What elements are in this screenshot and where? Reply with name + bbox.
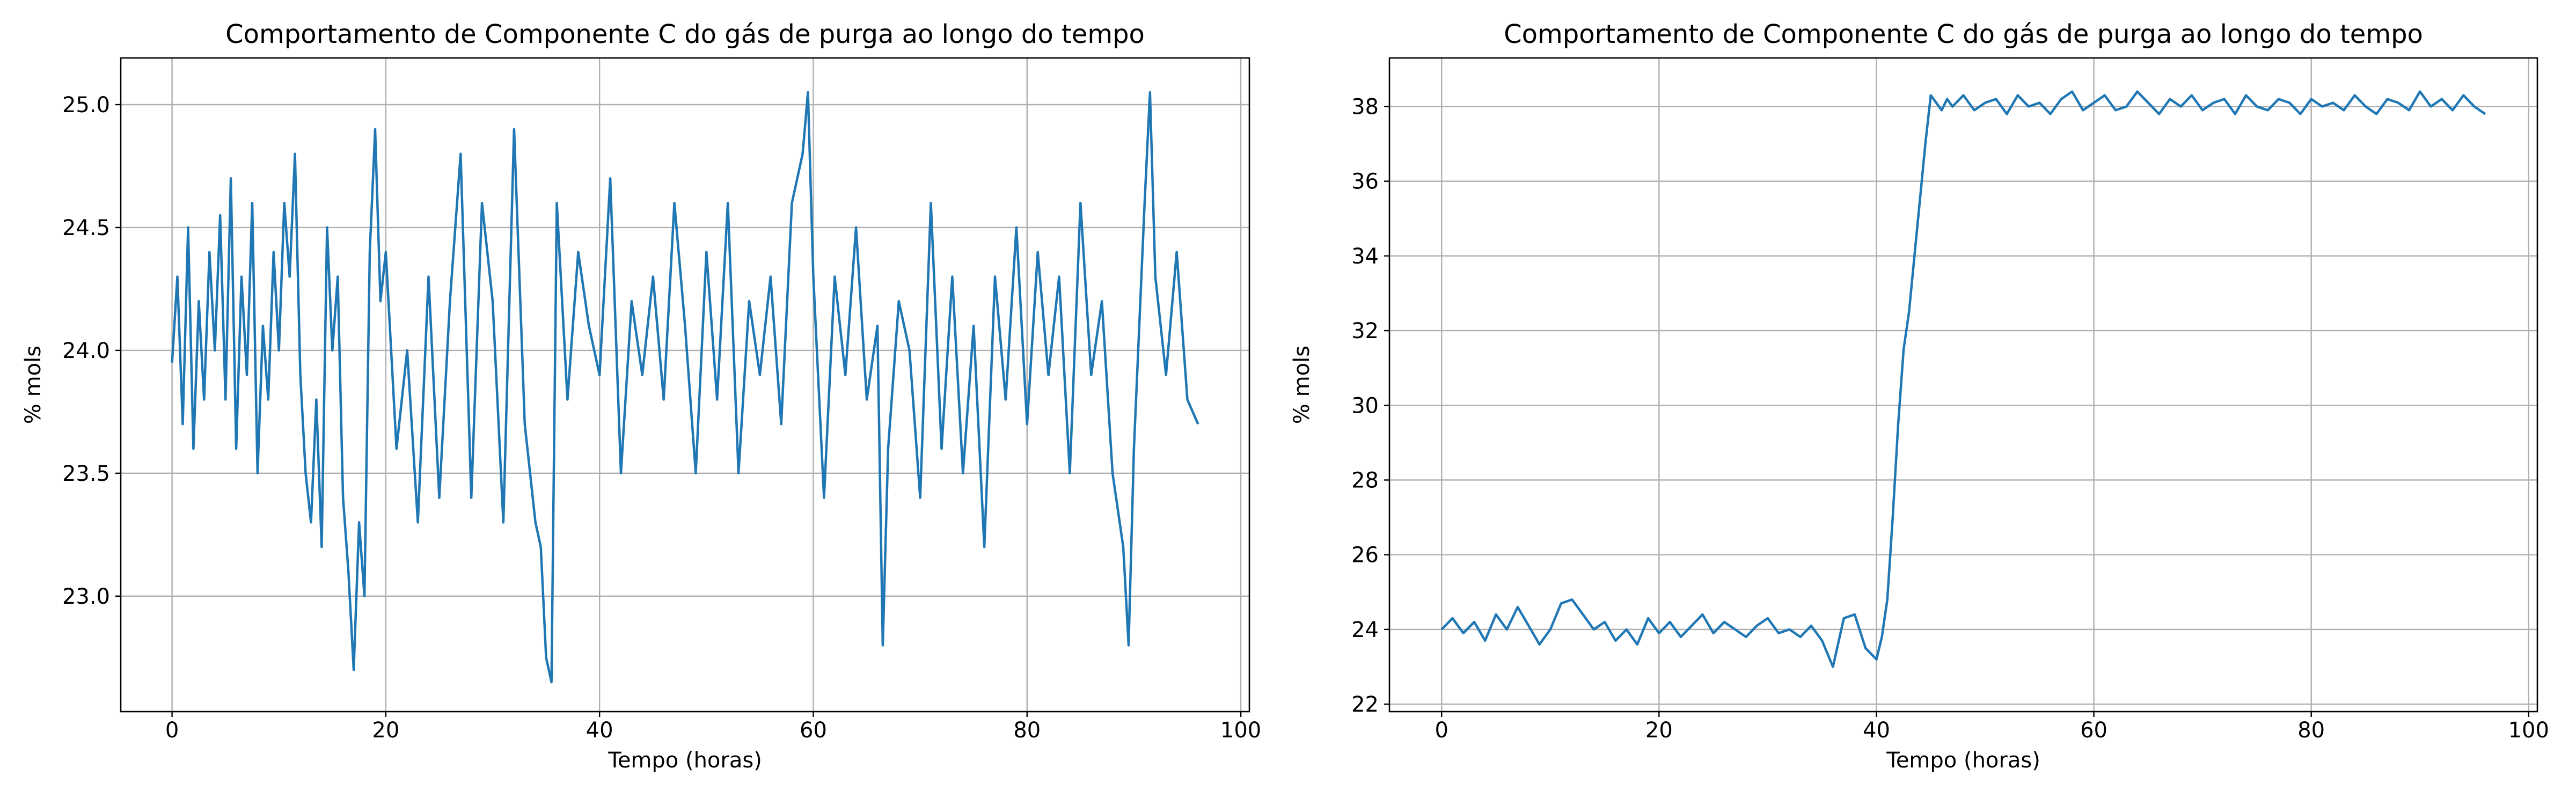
x-tick-label: 80 (2297, 718, 2325, 743)
chart-title: Comportamento de Componente C do gás de … (1504, 19, 2423, 49)
x-tick-label: 40 (586, 718, 613, 743)
x-axis-label: Tempo (horas) (608, 748, 762, 773)
grid (1389, 58, 2537, 712)
y-tick-label: 24.0 (62, 339, 110, 363)
y-axis-label: % mols (1290, 346, 1314, 424)
chart-panel-left: Comportamento de Componente C do gás de … (21, 19, 1261, 773)
y-tick-label: 23.0 (62, 584, 110, 609)
x-tick-label: 20 (372, 718, 399, 743)
x-tick-label: 40 (1863, 718, 1890, 743)
y-tick-label: 22 (1351, 692, 1379, 717)
y-axis-label: % mols (21, 346, 46, 424)
x-tick-label: 20 (1645, 718, 1673, 743)
x-tick-label: 0 (165, 718, 179, 743)
y-tick-label: 30 (1351, 393, 1379, 418)
axis-ticks: 0 20 40 60 80 100 23.0 23.5 24.0 24.5 25.0 (62, 93, 1261, 743)
y-tick-label: 28 (1351, 468, 1379, 493)
x-tick-label: 0 (1435, 718, 1448, 743)
y-tick-label: 24 (1351, 618, 1379, 642)
x-tick-label: 100 (2508, 718, 2549, 743)
series-line (171, 91, 1199, 684)
axis-ticks: 0 20 40 60 80 100 22 24 26 28 30 32 34 36 38 (1351, 94, 2549, 743)
y-tick-label: 25.0 (62, 93, 110, 118)
x-tick-label: 60 (800, 718, 827, 743)
y-tick-label: 36 (1351, 170, 1379, 194)
plot-frame (1388, 57, 2538, 713)
chart-panel-right: Comportamento de Componente C do gás de … (1290, 19, 2549, 773)
x-tick-label: 100 (1220, 718, 1261, 743)
y-tick-label: 34 (1351, 244, 1379, 269)
plot-frame (120, 57, 1250, 713)
grid (121, 58, 1249, 712)
x-tick-label: 80 (1013, 718, 1041, 743)
y-tick-label: 23.5 (62, 462, 110, 486)
y-tick-label: 26 (1351, 543, 1379, 568)
y-tick-label: 32 (1351, 319, 1379, 343)
chart-title: Comportamento de Componente C do gás de … (225, 19, 1145, 49)
x-tick-label: 60 (2080, 718, 2107, 743)
y-tick-label: 24.5 (62, 216, 110, 240)
x-axis-label: Tempo (horas) (1886, 748, 2040, 773)
series-line (1440, 90, 2486, 668)
y-tick-label: 38 (1351, 94, 1379, 119)
